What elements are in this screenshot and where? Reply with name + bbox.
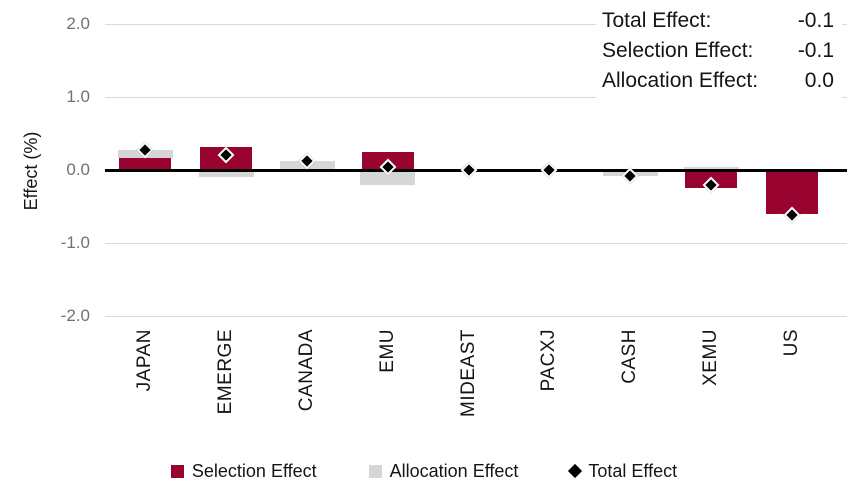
legend-item-label: Selection Effect (191, 460, 317, 481)
legend-item-label: Allocation Effect (389, 460, 519, 481)
legend-square-icon (170, 464, 184, 478)
x-axis-label-canada: CANADA (296, 329, 317, 412)
chart-legend: Selection Effect Allocation Effect Total E… (0, 456, 848, 486)
gridline (105, 96, 847, 98)
bar-allocation-effect-emu (360, 170, 416, 186)
legend-item-total-effect: Total Effect (568, 460, 678, 482)
summary-row-total: Total Effect: -0.1 (596, 6, 842, 36)
legend-item-label: Total Effect (588, 460, 678, 481)
summary-allocation-label: Allocation Effect: (602, 69, 759, 92)
x-axis-label-cash: CASH (619, 329, 641, 384)
x-axis-label-japan: JAPAN (134, 329, 156, 392)
summary-selection-label: Selection Effect: (602, 39, 754, 62)
gridline (105, 315, 847, 317)
x-axis-label-xemu: XEMU (700, 329, 721, 386)
gridline (105, 23, 847, 25)
legend-item-allocation-effect: Allocation Effect (368, 460, 519, 482)
x-axis-label-emu: EMU (376, 329, 398, 373)
gridline (105, 242, 847, 244)
x-axis-label-emerge: EMERGE (215, 329, 237, 415)
summary-total-value: -0.1 (797, 9, 834, 32)
legend-square-icon (368, 464, 382, 478)
bar-selection-effect-japan (119, 158, 172, 170)
summary-allocation-value: 0.0 (804, 69, 834, 92)
y-axis-tick-label: -2.0 (60, 306, 90, 325)
summary-row-selection: Selection Effect: -0.1 (596, 36, 842, 66)
summary-row-allocation: Allocation Effect: 0.0 (596, 66, 842, 96)
bar-selection-effect-us (765, 170, 818, 214)
bar-allocation-effect-emerge (198, 170, 254, 178)
x-axis-label-mideast: MIDEAST (457, 329, 479, 417)
x-axis-label-us: US (780, 329, 802, 357)
summary-total-label: Total Effect: (602, 9, 712, 32)
total-effect-diamond-mideast (460, 161, 478, 179)
legend-diamond-icon (568, 463, 583, 479)
summary-selection-value: -0.1 (797, 39, 834, 62)
y-axis-tick-label: -1.0 (60, 233, 90, 252)
x-axis-label-pacxj: PACXJ (538, 329, 560, 392)
legend-item-selection-effect: Selection Effect (170, 460, 317, 482)
summary-box: Total Effect: -0.1 Selection Effect: -0.… (596, 4, 842, 98)
y-axis-tick-label: 2.0 (66, 14, 90, 33)
y-axis-tick-label: 0.0 (66, 160, 90, 179)
y-axis-tick-label: 1.0 (66, 87, 90, 106)
total-effect-diamond-pacxj (540, 161, 558, 179)
